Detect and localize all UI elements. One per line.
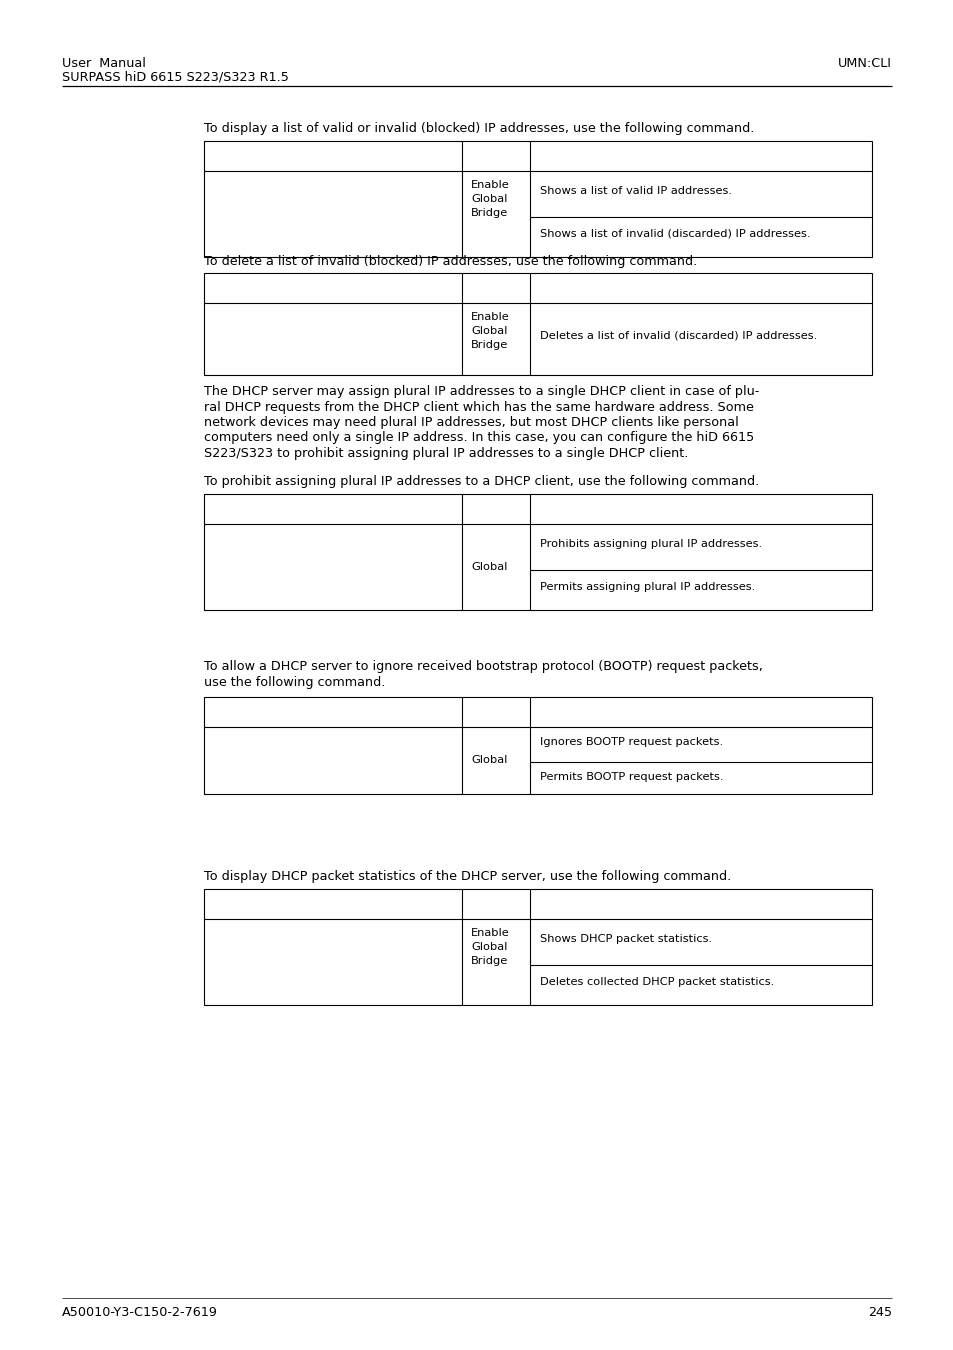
Bar: [204, 890, 871, 1004]
Text: Enable: Enable: [471, 927, 509, 938]
Text: Permits assigning plural IP addresses.: Permits assigning plural IP addresses.: [539, 582, 755, 593]
Bar: [204, 494, 871, 610]
Text: S223/S323 to prohibit assigning plural IP addresses to a single DHCP client.: S223/S323 to prohibit assigning plural I…: [204, 447, 688, 460]
Text: Bridge: Bridge: [471, 208, 508, 217]
Text: computers need only a single IP address. In this case, you can configure the hiD: computers need only a single IP address.…: [204, 432, 754, 444]
Text: To delete a list of invalid (blocked) IP addresses, use the following command.: To delete a list of invalid (blocked) IP…: [204, 255, 697, 269]
Text: Enable: Enable: [471, 180, 509, 190]
Text: The DHCP server may assign plural IP addresses to a single DHCP client in case o: The DHCP server may assign plural IP add…: [204, 385, 759, 398]
Text: Bridge: Bridge: [471, 956, 508, 967]
Bar: [204, 140, 871, 256]
Text: ral DHCP requests from the DHCP client which has the same hardware address. Some: ral DHCP requests from the DHCP client w…: [204, 401, 753, 413]
Text: User  Manual: User Manual: [62, 57, 146, 70]
Text: Deletes collected DHCP packet statistics.: Deletes collected DHCP packet statistics…: [539, 977, 774, 987]
Bar: [204, 697, 871, 794]
Text: Shows a list of valid IP addresses.: Shows a list of valid IP addresses.: [539, 186, 731, 196]
Bar: [204, 273, 871, 375]
Text: network devices may need plural IP addresses, but most DHCP clients like persona: network devices may need plural IP addre…: [204, 416, 738, 429]
Text: Enable: Enable: [471, 312, 509, 323]
Text: Bridge: Bridge: [471, 340, 508, 350]
Text: To display a list of valid or invalid (blocked) IP addresses, use the following : To display a list of valid or invalid (b…: [204, 122, 754, 135]
Text: To display DHCP packet statistics of the DHCP server, use the following command.: To display DHCP packet statistics of the…: [204, 869, 731, 883]
Text: Global: Global: [471, 755, 507, 765]
Text: To prohibit assigning plural IP addresses to a DHCP client, use the following co: To prohibit assigning plural IP addresse…: [204, 475, 759, 487]
Text: SURPASS hiD 6615 S223/S323 R1.5: SURPASS hiD 6615 S223/S323 R1.5: [62, 72, 289, 84]
Text: Global: Global: [471, 942, 507, 952]
Text: UMN:CLI: UMN:CLI: [837, 57, 891, 70]
Text: 245: 245: [867, 1305, 891, 1319]
Text: Global: Global: [471, 562, 507, 572]
Text: Permits BOOTP request packets.: Permits BOOTP request packets.: [539, 772, 722, 782]
Text: Deletes a list of invalid (discarded) IP addresses.: Deletes a list of invalid (discarded) IP…: [539, 331, 817, 342]
Text: Global: Global: [471, 194, 507, 204]
Text: use the following command.: use the following command.: [204, 676, 385, 688]
Text: Global: Global: [471, 325, 507, 336]
Text: A50010-Y3-C150-2-7619: A50010-Y3-C150-2-7619: [62, 1305, 217, 1319]
Text: To allow a DHCP server to ignore received bootstrap protocol (BOOTP) request pac: To allow a DHCP server to ignore receive…: [204, 660, 762, 674]
Text: Ignores BOOTP request packets.: Ignores BOOTP request packets.: [539, 737, 722, 747]
Text: Shows DHCP packet statistics.: Shows DHCP packet statistics.: [539, 934, 711, 944]
Text: Shows a list of invalid (discarded) IP addresses.: Shows a list of invalid (discarded) IP a…: [539, 230, 810, 239]
Text: Prohibits assigning plural IP addresses.: Prohibits assigning plural IP addresses.: [539, 539, 761, 549]
